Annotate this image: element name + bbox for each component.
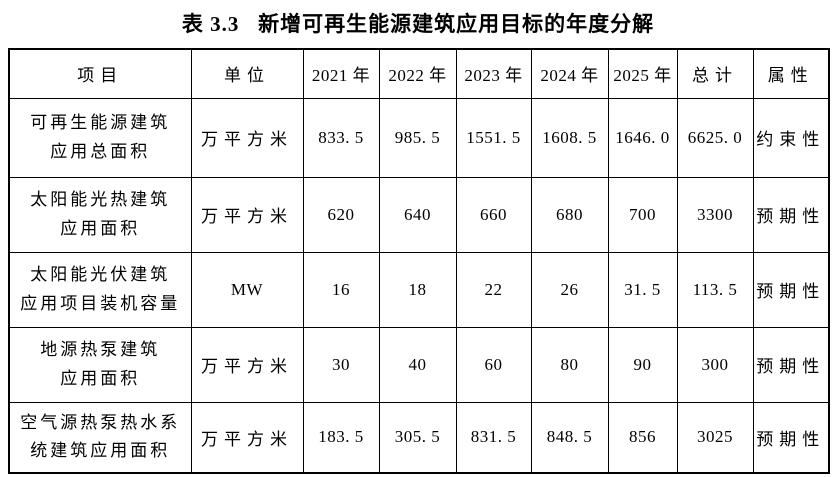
value-cell: 90	[607, 326, 678, 403]
value-cell: 18	[378, 251, 457, 328]
project-cell: 太阳能光热建筑 应用面积	[8, 176, 192, 253]
value-cell: 1646. 0	[607, 97, 678, 178]
header-cell-project: 项目	[8, 48, 192, 99]
table-row: 空气源热泵热水系 统建筑应用面积 万平方米 183. 5 305. 5 831.…	[8, 401, 830, 474]
unit-cell: 万平方米	[190, 97, 304, 178]
value-cell: 30	[302, 326, 380, 403]
value-cell: 831. 5	[455, 401, 532, 474]
value-cell: 640	[378, 176, 457, 253]
attribute-cell: 预期性	[752, 401, 830, 474]
project-cell: 可再生能源建筑 应用总面积	[8, 97, 192, 178]
total-cell: 113. 5	[676, 251, 754, 328]
value-cell: 833. 5	[302, 97, 380, 178]
unit-cell: 万平方米	[190, 401, 304, 474]
value-cell: 31. 5	[607, 251, 678, 328]
header-cell-attribute: 属性	[752, 48, 830, 99]
value-cell: 60	[455, 326, 532, 403]
total-cell: 300	[676, 326, 754, 403]
header-cell-2024: 2024 年	[530, 48, 609, 99]
header-cell-total: 总计	[676, 48, 754, 99]
table-row: 地源热泵建筑 应用面积 万平方米 30 40 60 80 90 300 预期性	[8, 326, 830, 403]
header-cell-2021: 2021 年	[302, 48, 380, 99]
value-cell: 680	[530, 176, 609, 253]
value-cell: 40	[378, 326, 457, 403]
value-cell: 848. 5	[530, 401, 609, 474]
unit-cell: 万平方米	[190, 326, 304, 403]
header-cell-unit: 单位	[190, 48, 304, 99]
value-cell: 1551. 5	[455, 97, 532, 178]
value-cell: 700	[607, 176, 678, 253]
header-cell-2025: 2025 年	[607, 48, 678, 99]
table-header-row: 项目 单位 2021 年 2022 年 2023 年 2024 年 2025 年…	[8, 48, 830, 99]
total-cell: 6625. 0	[676, 97, 754, 178]
table-row: 太阳能光伏建筑 应用项目装机容量 MW 16 18 22 26 31. 5 11…	[8, 251, 830, 328]
value-cell: 856	[607, 401, 678, 474]
header-cell-2022: 2022 年	[378, 48, 457, 99]
attribute-cell: 约束性	[752, 97, 830, 178]
value-cell: 16	[302, 251, 380, 328]
unit-cell: MW	[190, 251, 304, 328]
total-cell: 3300	[676, 176, 754, 253]
value-cell: 80	[530, 326, 609, 403]
value-cell: 305. 5	[378, 401, 457, 474]
value-cell: 620	[302, 176, 380, 253]
attribute-cell: 预期性	[752, 326, 830, 403]
total-cell: 3025	[676, 401, 754, 474]
value-cell: 183. 5	[302, 401, 380, 474]
unit-cell: 万平方米	[190, 176, 304, 253]
project-cell: 太阳能光伏建筑 应用项目装机容量	[8, 251, 192, 328]
value-cell: 1608. 5	[530, 97, 609, 178]
project-cell: 空气源热泵热水系 统建筑应用面积	[8, 401, 192, 474]
attribute-cell: 预期性	[752, 251, 830, 328]
page-title: 表 3.3 新增可再生能源建筑应用目标的年度分解	[181, 12, 655, 36]
attribute-cell: 预期性	[752, 176, 830, 253]
value-cell: 660	[455, 176, 532, 253]
targets-table: 项目 单位 2021 年 2022 年 2023 年 2024 年 2025 年…	[8, 48, 830, 474]
value-cell: 22	[455, 251, 532, 328]
table-row: 太阳能光热建筑 应用面积 万平方米 620 640 660 680 700 33…	[8, 176, 830, 253]
value-cell: 985. 5	[378, 97, 457, 178]
header-cell-2023: 2023 年	[455, 48, 532, 99]
table-row: 可再生能源建筑 应用总面积 万平方米 833. 5 985. 5 1551. 5…	[8, 97, 830, 178]
project-cell: 地源热泵建筑 应用面积	[8, 326, 192, 403]
value-cell: 26	[530, 251, 609, 328]
